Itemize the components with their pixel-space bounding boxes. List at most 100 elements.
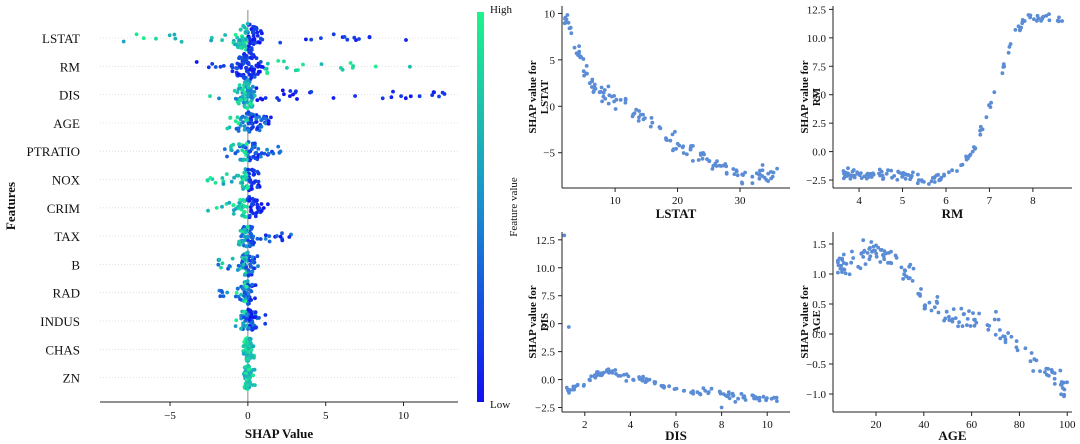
data-point [871,171,875,176]
data-point [923,306,927,311]
data-point [973,317,977,322]
data-point [1029,351,1034,355]
shap-point [236,173,241,178]
x-tick-label: 40 [918,419,930,431]
shap-point [282,92,286,97]
data-point [597,373,602,377]
shap-point [248,264,253,269]
data-point [1065,380,1069,385]
data-point [1032,17,1036,22]
data-point [1014,339,1019,343]
data-point [772,395,777,400]
shap-point [249,112,254,116]
shap-point [257,40,262,45]
x-tick-label: 30 [735,195,747,207]
shap-point [246,238,251,243]
data-point [882,249,887,254]
data-point [874,251,879,256]
data-point [723,162,728,166]
shap-point [219,265,223,270]
shap-point [280,231,284,236]
data-point [849,260,854,265]
data-point [1003,340,1008,345]
shap-point [216,262,221,267]
shap-point [403,96,408,101]
y-tick-label: 1.0 [812,269,826,281]
shap-point [220,176,225,180]
data-point [992,90,997,95]
data-point [634,107,639,112]
data-point [724,171,729,176]
shap-point [252,93,257,98]
y-axis-label-dis: SHAP value forDIS [527,285,551,358]
y-tick-label: 5 [550,55,556,67]
feature-label-rm: RM [60,59,81,74]
shap-point [217,257,222,262]
shap-point [213,180,218,185]
shap-point [241,38,246,43]
shap-point [373,64,378,69]
shap-point [247,317,252,322]
shap-point [241,120,245,125]
data-point [602,88,607,92]
data-point [894,256,899,260]
shap-point [235,115,240,120]
colorbar-gradient [477,12,484,402]
shap-point [309,37,314,42]
shap-point [351,64,355,68]
y-tick-label: 1.5 [812,239,826,251]
shap-point [235,35,240,40]
feature-label-b: B [71,257,80,272]
data-point [923,303,928,308]
x-tick-label: −5 [164,410,176,422]
data-point [703,388,708,393]
shap-point [251,37,256,42]
shap-point [242,80,247,85]
data-point [624,372,629,377]
shap-point [342,35,347,39]
shap-point [417,94,422,99]
data-point [911,170,915,175]
shap-point [220,38,225,42]
data-point [1000,71,1005,76]
shap-point [331,32,336,37]
shap-point [213,65,218,69]
shap-point [252,260,257,265]
shap-point [154,36,158,41]
data-point [1056,19,1061,24]
y-tick-label: 10 [544,8,556,20]
data-point [967,309,971,313]
data-point [881,176,886,181]
data-point [675,141,680,146]
beeswarm-row-tax [236,224,293,249]
shap-point [250,255,255,260]
shap-point [430,93,435,97]
feature-label-lstat: LSTAT [42,31,80,46]
data-point [1023,346,1028,351]
data-point [764,178,769,182]
data-point [841,169,846,173]
shap-point [278,149,283,154]
shap-point [246,346,251,351]
data-point [606,84,611,89]
shap-point [242,204,247,209]
shap-point [229,143,234,148]
shap-point [234,318,239,323]
shap-point [253,141,257,146]
shap-point [236,126,241,131]
y-tick-label: 5.0 [541,319,555,331]
shap-point [244,173,249,177]
data-point [840,268,845,272]
x-tick-label: 8 [1030,195,1036,207]
shap-point [255,236,260,241]
shap-point [278,40,283,45]
data-point [957,320,961,325]
shap-point [267,234,272,239]
shap-point [258,154,263,159]
shap-point [276,144,281,149]
shap-point [237,83,242,88]
data-point [871,244,876,249]
data-point [649,116,654,120]
shap-point [331,96,336,100]
